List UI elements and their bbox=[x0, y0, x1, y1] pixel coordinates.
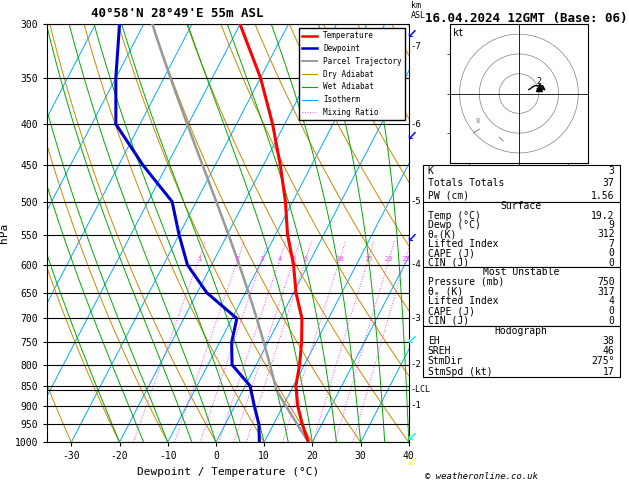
Text: km
ASL: km ASL bbox=[411, 0, 426, 20]
Text: ↙: ↙ bbox=[407, 130, 417, 142]
Text: StmSpd (kt): StmSpd (kt) bbox=[428, 366, 493, 377]
Text: -LCL: -LCL bbox=[411, 385, 431, 395]
Legend: Temperature, Dewpoint, Parcel Trajectory, Dry Adiabat, Wet Adiabat, Isotherm, Mi: Temperature, Dewpoint, Parcel Trajectory… bbox=[299, 28, 405, 120]
Text: 2: 2 bbox=[537, 77, 542, 86]
Text: 38: 38 bbox=[603, 336, 615, 346]
Text: 6: 6 bbox=[304, 256, 308, 262]
Text: -4: -4 bbox=[411, 260, 421, 269]
Text: 10: 10 bbox=[336, 256, 344, 262]
Text: ↙: ↙ bbox=[407, 334, 417, 347]
Text: 4: 4 bbox=[277, 256, 282, 262]
Text: 275°: 275° bbox=[591, 356, 615, 366]
Text: 312: 312 bbox=[597, 229, 615, 240]
Y-axis label: hPa: hPa bbox=[0, 223, 9, 243]
Text: 17: 17 bbox=[603, 366, 615, 377]
Text: 19.2: 19.2 bbox=[591, 211, 615, 221]
Text: CIN (J): CIN (J) bbox=[428, 316, 469, 326]
Text: © weatheronline.co.uk: © weatheronline.co.uk bbox=[425, 472, 537, 481]
Text: EH: EH bbox=[428, 336, 440, 346]
Text: CAPE (J): CAPE (J) bbox=[428, 306, 475, 316]
Text: Dewp (°C): Dewp (°C) bbox=[428, 220, 481, 230]
Text: 9: 9 bbox=[609, 220, 615, 230]
Text: -1: -1 bbox=[411, 401, 421, 410]
Text: Pressure (mb): Pressure (mb) bbox=[428, 277, 504, 287]
Text: 0: 0 bbox=[609, 258, 615, 268]
Text: 0: 0 bbox=[609, 248, 615, 258]
Text: -7: -7 bbox=[411, 42, 421, 51]
Text: 5: 5 bbox=[292, 256, 296, 262]
Text: 3: 3 bbox=[260, 256, 264, 262]
Text: ↙: ↙ bbox=[407, 455, 417, 468]
Text: Most Unstable: Most Unstable bbox=[483, 267, 559, 277]
Text: 15: 15 bbox=[364, 256, 372, 262]
Text: 25: 25 bbox=[401, 256, 410, 262]
Text: -2: -2 bbox=[411, 360, 421, 369]
Text: 16.04.2024 12GMT (Base: 06): 16.04.2024 12GMT (Base: 06) bbox=[425, 12, 627, 25]
Text: 1: 1 bbox=[197, 256, 201, 262]
Text: -6: -6 bbox=[411, 120, 421, 129]
Text: Temp (°C): Temp (°C) bbox=[428, 211, 481, 221]
Text: 46: 46 bbox=[603, 346, 615, 356]
Text: 1.56: 1.56 bbox=[591, 191, 615, 201]
Text: 750: 750 bbox=[597, 277, 615, 287]
Text: ↙: ↙ bbox=[407, 28, 417, 40]
Text: 317: 317 bbox=[597, 287, 615, 296]
Text: 2: 2 bbox=[236, 256, 240, 262]
Text: 3: 3 bbox=[609, 166, 615, 176]
Text: Lifted Index: Lifted Index bbox=[428, 296, 498, 306]
Text: 20: 20 bbox=[385, 256, 393, 262]
Text: -5: -5 bbox=[411, 197, 421, 206]
Text: 7: 7 bbox=[609, 239, 615, 249]
Text: SREH: SREH bbox=[428, 346, 451, 356]
Text: 37: 37 bbox=[603, 178, 615, 189]
Text: 0: 0 bbox=[609, 316, 615, 326]
Text: ↙: ↙ bbox=[407, 232, 417, 244]
Text: Totals Totals: Totals Totals bbox=[428, 178, 504, 189]
Text: CIN (J): CIN (J) bbox=[428, 258, 469, 268]
Text: Hodograph: Hodograph bbox=[494, 326, 548, 336]
Text: CAPE (J): CAPE (J) bbox=[428, 248, 475, 258]
X-axis label: Dewpoint / Temperature (°C): Dewpoint / Temperature (°C) bbox=[137, 467, 319, 477]
Text: Surface: Surface bbox=[501, 201, 542, 211]
Text: Lifted Index: Lifted Index bbox=[428, 239, 498, 249]
Text: 0: 0 bbox=[609, 306, 615, 316]
Text: 4: 4 bbox=[609, 296, 615, 306]
Text: K: K bbox=[428, 166, 433, 176]
Text: 40°58'N 28°49'E 55m ASL: 40°58'N 28°49'E 55m ASL bbox=[91, 7, 263, 20]
Text: kt: kt bbox=[452, 29, 464, 38]
Text: PW (cm): PW (cm) bbox=[428, 191, 469, 201]
Text: Mixing Ratio (g/kg): Mixing Ratio (g/kg) bbox=[428, 182, 437, 284]
Text: -3: -3 bbox=[411, 314, 421, 323]
Text: θₑ(K): θₑ(K) bbox=[428, 229, 457, 240]
Text: ↙: ↙ bbox=[407, 431, 417, 444]
Text: θₑ (K): θₑ (K) bbox=[428, 287, 463, 296]
Text: 8: 8 bbox=[476, 118, 480, 124]
Text: StmDir: StmDir bbox=[428, 356, 463, 366]
